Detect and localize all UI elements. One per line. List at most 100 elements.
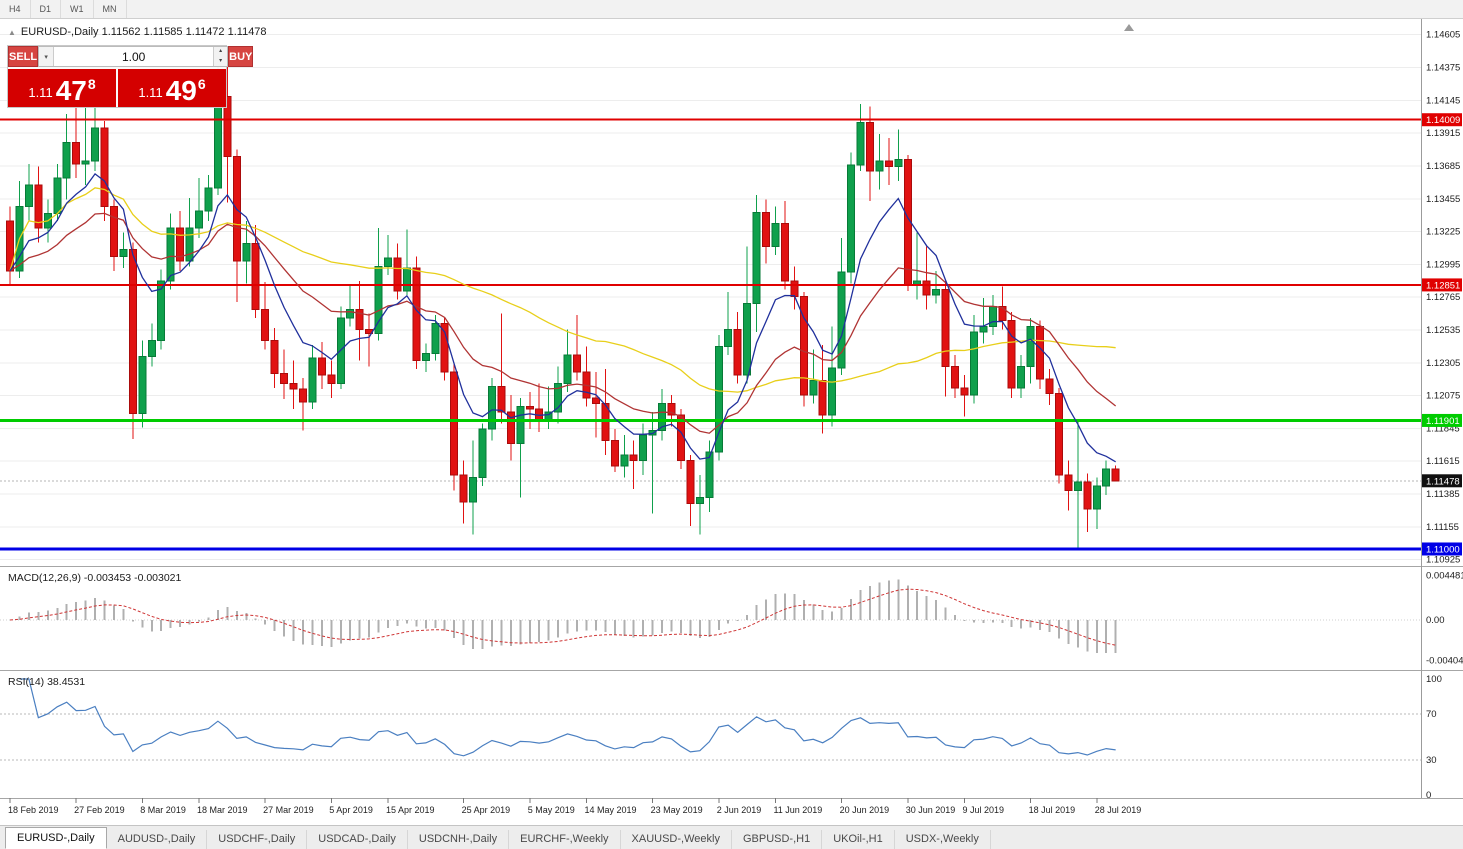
svg-text:11 Jun 2019: 11 Jun 2019 xyxy=(773,805,822,815)
horizontal-level-lines[interactable] xyxy=(0,118,1421,551)
chart-tab-audusd-daily[interactable]: AUDUSD-,Daily xyxy=(107,830,208,849)
svg-text:1.11901: 1.11901 xyxy=(1426,416,1460,427)
price-badge xyxy=(1422,113,1462,127)
volume-dropdown-icon[interactable]: ▾ xyxy=(39,47,55,66)
svg-text:15 Apr 2019: 15 Apr 2019 xyxy=(386,805,435,815)
svg-text:14 May 2019: 14 May 2019 xyxy=(584,805,636,815)
svg-text:8 Mar 2019: 8 Mar 2019 xyxy=(140,805,186,815)
price-badge xyxy=(1422,474,1462,488)
svg-text:1.10925: 1.10925 xyxy=(1426,555,1460,566)
svg-text:18 Feb 2019: 18 Feb 2019 xyxy=(8,805,59,815)
svg-text:1.13455: 1.13455 xyxy=(1426,194,1460,205)
buy-price-display[interactable]: 1.11 49 6 xyxy=(118,69,226,107)
chart-region: 1.14605 1.14375 1.14145 1.13915 1.13685 1.134… xyxy=(0,19,1463,825)
svg-text:5 Apr 2019: 5 Apr 2019 xyxy=(329,805,373,815)
svg-text:1.11615: 1.11615 xyxy=(1426,456,1460,467)
chart-tab-usdchf-daily[interactable]: USDCHF-,Daily xyxy=(207,830,308,849)
buy-price-prefix: 1.11 xyxy=(138,85,163,100)
svg-text:1.13225: 1.13225 xyxy=(1426,227,1460,238)
period-button-w1[interactable]: W1 xyxy=(61,0,94,18)
date-axis: 18 Feb 2019 27 Feb 2019 8 Mar 2019 18 Mar 2… xyxy=(8,798,1141,815)
chart-tabs-bar: EURUSD-,Daily AUDUSD-,Daily USDCHF-,Daily U… xyxy=(0,825,1463,849)
ma-sma50-line xyxy=(9,187,1116,393)
period-button-h4[interactable]: H4 xyxy=(0,0,31,18)
sell-button[interactable]: SELL xyxy=(8,46,39,67)
svg-text:5 May 2019: 5 May 2019 xyxy=(528,805,575,815)
period-button-d1[interactable]: D1 xyxy=(31,0,62,18)
svg-text:27 Feb 2019: 27 Feb 2019 xyxy=(74,805,125,815)
rsi-line xyxy=(19,678,1116,757)
chart-tab-xauusd-weekly[interactable]: XAUUSD-,Weekly xyxy=(621,830,732,849)
svg-text:1.12851: 1.12851 xyxy=(1426,280,1460,291)
chart-tab-usdcnh-daily[interactable]: USDCNH-,Daily xyxy=(408,830,510,849)
chart-tab-usdcad-daily[interactable]: USDCAD-,Daily xyxy=(307,830,408,849)
rsi-panel-group xyxy=(0,678,1421,761)
volume-input[interactable] xyxy=(54,47,214,66)
volume-control: ▾ ▴ ▾ xyxy=(38,46,229,67)
svg-text:1.14375: 1.14375 xyxy=(1426,63,1460,74)
svg-text:30: 30 xyxy=(1426,755,1437,766)
svg-text:30 Jun 2019: 30 Jun 2019 xyxy=(906,805,956,815)
svg-text:1.12075: 1.12075 xyxy=(1426,391,1460,402)
macd-histogram xyxy=(0,579,1421,654)
chart-tab-ukoil-h1[interactable]: UKOil-,H1 xyxy=(822,830,895,849)
one-click-trading-panel: SELL ▾ ▴ ▾ BUY 1.11 47 8 1 xyxy=(8,46,254,107)
buy-price-pips: 49 xyxy=(165,75,197,106)
volume-increase-button[interactable]: ▴ xyxy=(214,47,228,57)
chart-shift-marker-icon[interactable] xyxy=(1124,24,1134,31)
volume-decrease-button[interactable]: ▾ xyxy=(214,56,228,66)
sell-price-display[interactable]: 1.11 47 8 xyxy=(8,69,116,107)
sell-price-pips: 47 xyxy=(55,75,87,106)
trade-controls-row: SELL ▾ ▴ ▾ BUY xyxy=(8,46,254,67)
svg-text:25 Apr 2019: 25 Apr 2019 xyxy=(462,805,511,815)
svg-text:9 Jul 2019: 9 Jul 2019 xyxy=(962,805,1004,815)
svg-text:1.14009: 1.14009 xyxy=(1426,115,1460,126)
svg-text:0.00: 0.00 xyxy=(1426,615,1445,626)
timeframe-toolbar: H4 D1 W1 MN xyxy=(0,0,1463,19)
price-badge xyxy=(1422,413,1462,427)
svg-text:1.13915: 1.13915 xyxy=(1426,128,1460,139)
svg-text:23 May 2019: 23 May 2019 xyxy=(651,805,703,815)
ma-ema8-line xyxy=(9,172,1116,463)
buy-price-point: 6 xyxy=(197,76,206,92)
svg-text:1.12765: 1.12765 xyxy=(1426,292,1460,303)
chart-tab-gbpusd-h1[interactable]: GBPUSD-,H1 xyxy=(732,830,823,849)
svg-text:70: 70 xyxy=(1426,709,1437,720)
price-axis: 1.14605 1.14375 1.14145 1.13915 1.13685 1.134… xyxy=(1422,30,1463,801)
svg-text:1.13685: 1.13685 xyxy=(1426,161,1460,172)
svg-text:28 Jul 2019: 28 Jul 2019 xyxy=(1095,805,1142,815)
svg-text:1.11155: 1.11155 xyxy=(1426,522,1459,533)
svg-text:2 Jun 2019: 2 Jun 2019 xyxy=(717,805,762,815)
svg-text:-0.004048: -0.004048 xyxy=(1426,655,1463,666)
sell-price-point: 8 xyxy=(87,76,96,92)
svg-text:0.004481: 0.004481 xyxy=(1426,570,1463,581)
buy-button[interactable]: BUY xyxy=(228,46,254,67)
period-button-mn[interactable]: MN xyxy=(94,0,127,18)
svg-text:1.12995: 1.12995 xyxy=(1426,259,1460,270)
price-badge xyxy=(1422,278,1462,292)
svg-text:1.14605: 1.14605 xyxy=(1426,30,1460,41)
svg-text:1.11478: 1.11478 xyxy=(1426,476,1460,487)
chart-tab-usdx-weekly[interactable]: USDX-,Weekly xyxy=(895,830,991,849)
svg-text:0: 0 xyxy=(1426,790,1431,801)
price-chart[interactable]: 1.14605 1.14375 1.14145 1.13915 1.13685 1.134… xyxy=(0,19,1463,825)
svg-text:1.11845: 1.11845 xyxy=(1426,423,1460,434)
price-badge xyxy=(1422,542,1462,556)
svg-text:1.11385: 1.11385 xyxy=(1426,489,1460,500)
sell-price-prefix: 1.11 xyxy=(28,85,53,100)
svg-text:100: 100 xyxy=(1426,674,1442,685)
collapse-trade-panel-icon[interactable]: ▲ xyxy=(8,28,16,37)
volume-spinner: ▴ ▾ xyxy=(213,47,228,66)
candles xyxy=(6,52,1120,548)
svg-text:1.14145: 1.14145 xyxy=(1426,95,1460,106)
svg-text:18 Jul 2019: 18 Jul 2019 xyxy=(1029,805,1076,815)
svg-text:1.12305: 1.12305 xyxy=(1426,358,1460,369)
svg-text:18 Mar 2019: 18 Mar 2019 xyxy=(197,805,248,815)
macd-signal-line xyxy=(9,588,1116,646)
trade-prices-row: 1.11 47 8 1.11 49 6 xyxy=(8,69,226,107)
svg-text:1.12535: 1.12535 xyxy=(1426,325,1460,336)
chart-tab-eurusd-daily[interactable]: EURUSD-,Daily xyxy=(5,827,107,849)
ma-ema21-line xyxy=(9,212,1117,434)
chart-tab-eurchf-weekly[interactable]: EURCHF-,Weekly xyxy=(509,830,621,849)
